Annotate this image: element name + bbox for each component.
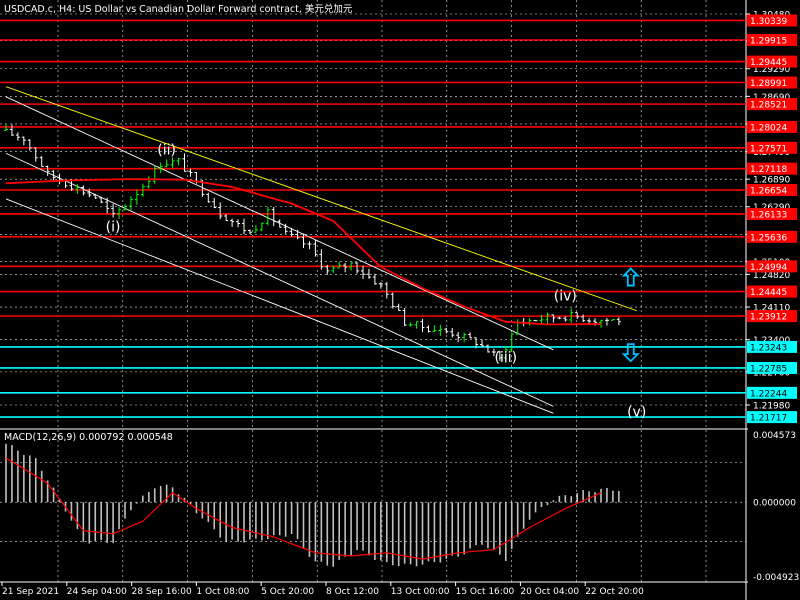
price-level-badge[interactable]	[747, 33, 797, 46]
price-level-label: 1.30339	[750, 17, 787, 27]
time-tick-label: 22 Oct 20:00	[585, 587, 644, 597]
price-tick-label: 1.21980	[753, 402, 790, 412]
price-level-label: 1.28024	[750, 123, 787, 133]
time-tick-label: 8 Oct 12:00	[326, 587, 379, 597]
wave-label: (ii)	[157, 142, 176, 158]
price-level-label: 1.22785	[750, 364, 787, 374]
price-level-label: 1.21717	[750, 414, 787, 424]
channel-mid-line[interactable]	[5, 152, 554, 407]
moving-average-line[interactable]	[5, 178, 602, 326]
arrow-down-icon[interactable]	[621, 343, 640, 363]
time-tick-label: 13 Oct 00:00	[391, 587, 450, 597]
price-tick-label: 1.24820	[753, 271, 790, 281]
time-tick-label: 20 Oct 04:00	[520, 587, 579, 597]
price-level-badge[interactable]	[747, 230, 797, 243]
price-level-label: 1.24445	[750, 288, 787, 298]
price-level-badge[interactable]	[747, 141, 797, 154]
time-tick-label: 21 Sep 2021	[2, 587, 59, 597]
price-level-badge[interactable]	[747, 285, 797, 298]
price-level-badge[interactable]	[747, 120, 797, 133]
macd-title: MACD(12,26,9) 0.000792 0.000548	[4, 432, 173, 443]
channel-lower-line[interactable]	[5, 198, 554, 414]
price-tick-label: 1.29290	[753, 65, 790, 75]
price-level-badge[interactable]	[747, 260, 797, 273]
price-level-label: 1.23243	[750, 343, 787, 353]
time-tick-label: 1 Oct 08:00	[196, 587, 249, 597]
price-level-badge[interactable]	[747, 361, 797, 374]
time-tick-label: 5 Oct 20:00	[261, 587, 314, 597]
time-tick-label: 28 Sep 16:00	[132, 587, 192, 597]
price-level-label: 1.29915	[750, 36, 787, 46]
price-level-badge[interactable]	[747, 386, 797, 399]
price-tick-label: 1.24110	[753, 304, 790, 314]
price-level-badge[interactable]	[747, 76, 797, 89]
price-level-label: 1.24994	[750, 263, 787, 273]
price-level-badge[interactable]	[747, 340, 797, 353]
price-level-label: 1.22244	[750, 389, 787, 399]
price-level-label: 1.27571	[750, 144, 787, 154]
price-level-badge[interactable]	[747, 207, 797, 220]
macd-signal-line[interactable]	[5, 457, 602, 560]
price-level-badge[interactable]	[747, 162, 797, 175]
time-axis[interactable]: 21 Sep 2021 24 Sep 04:00 28 Sep 16:00 1 Oct…	[1, 582, 644, 597]
chart-title: USDCAD.c, H4: US Dollar vs Canadian Doll…	[4, 3, 353, 15]
macd-tick-label: -0.004923	[753, 573, 799, 583]
macd-pane[interactable]	[5, 443, 620, 567]
yellow-trendline[interactable]	[5, 86, 637, 312]
price-level-label: 1.27118	[750, 165, 787, 175]
price-level-badge[interactable]	[747, 310, 797, 323]
price-level-label: 1.26654	[750, 186, 787, 196]
price-level-badge[interactable]	[747, 183, 797, 196]
price-tick-label: 1.28690	[753, 93, 790, 103]
main-price-pane[interactable]: (i) (ii) (iii) (iv) (v)	[0, 19, 746, 421]
macd-tick-label: 0.004573	[753, 431, 796, 441]
price-axis[interactable]: 1.304801.299001.292901.286901.280901.274…	[746, 11, 799, 584]
price-level-label: 1.25636	[750, 233, 787, 243]
price-level-label: 1.26133	[750, 210, 787, 220]
price-level-label: 1.23912	[750, 313, 787, 323]
price-level-label: 1.29445	[750, 58, 787, 68]
price-tick-label: 1.26890	[753, 176, 790, 186]
wave-label: (iv)	[554, 289, 577, 305]
price-level-label: 1.28991	[750, 79, 787, 89]
time-tick-label: 15 Oct 16:00	[456, 587, 515, 597]
price-level-badge[interactable]	[747, 411, 797, 424]
price-level-badge[interactable]	[747, 98, 797, 111]
arrow-up-icon[interactable]	[621, 267, 640, 287]
price-level-badge[interactable]	[747, 55, 797, 68]
macd-tick-label: 0.000000	[753, 499, 796, 509]
price-level-label: 1.28521	[750, 101, 787, 111]
wave-label: (iii)	[495, 350, 518, 366]
wave-label: (v)	[627, 405, 646, 421]
price-level-badge[interactable]	[747, 14, 797, 27]
wave-label: (i)	[106, 220, 121, 236]
time-tick-label: 24 Sep 04:00	[67, 587, 127, 597]
